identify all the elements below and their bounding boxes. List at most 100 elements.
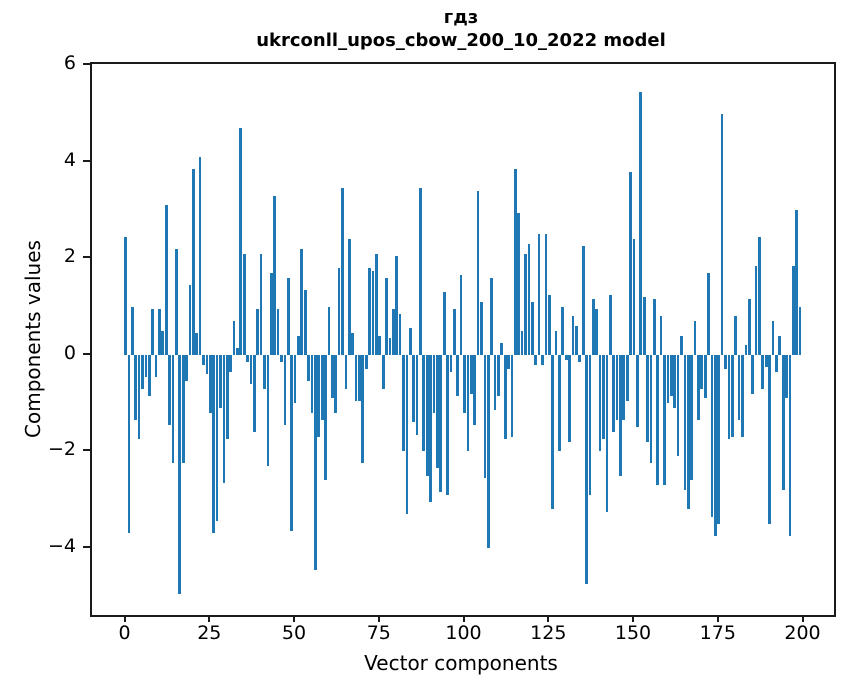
bar — [666, 354, 670, 404]
bar — [676, 354, 680, 457]
bar — [724, 354, 727, 370]
y-tick-mark — [83, 63, 90, 66]
x-tick-mark — [123, 615, 126, 622]
bar — [422, 354, 426, 452]
bar — [588, 354, 592, 495]
bar — [480, 301, 483, 355]
bar — [256, 309, 260, 355]
bar — [761, 354, 765, 389]
y-tick-mark — [83, 256, 90, 259]
bar — [544, 234, 548, 355]
bar — [358, 354, 361, 401]
bar — [195, 333, 199, 355]
bar — [530, 301, 534, 355]
bar — [263, 354, 266, 389]
bar — [554, 330, 558, 355]
bar — [775, 354, 778, 372]
bar — [585, 354, 588, 585]
bar — [283, 354, 287, 425]
bar — [151, 309, 155, 355]
bar — [398, 313, 402, 355]
bar — [581, 246, 585, 355]
bar — [337, 268, 341, 355]
bar — [347, 239, 351, 355]
bar — [758, 236, 761, 355]
bar — [436, 354, 439, 469]
bar — [412, 354, 416, 423]
bar — [795, 210, 799, 355]
x-tick-mark — [293, 615, 295, 622]
bar — [130, 306, 134, 355]
plot-area — [90, 62, 836, 617]
bar — [646, 354, 649, 442]
x-tick-label: 75 — [366, 622, 391, 644]
bar — [137, 354, 141, 440]
x-tick-label: 100 — [445, 622, 482, 644]
x-tick-mark — [632, 615, 634, 622]
bar — [249, 354, 253, 384]
bar — [524, 253, 527, 355]
bar — [466, 354, 470, 452]
bar — [639, 91, 643, 355]
bar — [771, 321, 775, 355]
bar — [493, 354, 497, 411]
bar — [717, 354, 721, 524]
x-tick-label: 125 — [530, 622, 567, 644]
bar — [202, 354, 205, 365]
x-tick-mark — [716, 615, 719, 622]
bar — [744, 345, 748, 355]
bar — [419, 188, 422, 355]
bar — [242, 253, 246, 355]
bar — [175, 248, 178, 355]
bar — [354, 354, 358, 401]
bar — [144, 354, 148, 377]
x-tick-label: 0 — [118, 622, 131, 644]
chart-title-line1: гдз — [443, 7, 479, 28]
bar — [463, 354, 466, 413]
bar — [469, 354, 473, 394]
chart-title: гдз ukrconll_upos_cbow_200_10_2022 model — [90, 6, 832, 52]
bar — [578, 354, 582, 363]
bar — [663, 354, 666, 486]
bar — [232, 321, 236, 355]
bar — [192, 169, 195, 355]
y-tick-label: 0 — [63, 341, 76, 364]
bar — [141, 354, 144, 389]
bar — [371, 270, 375, 355]
bar — [181, 354, 185, 464]
bar — [225, 354, 229, 440]
y-tick-label: −2 — [47, 438, 76, 461]
bar — [507, 354, 510, 370]
bar — [697, 354, 700, 421]
bar — [405, 354, 409, 515]
bar — [747, 299, 751, 355]
bar — [432, 354, 436, 413]
bar — [615, 354, 619, 421]
bar — [215, 354, 219, 522]
bar — [361, 354, 365, 464]
bar — [344, 354, 348, 389]
bar — [632, 239, 636, 355]
y-tick-mark — [83, 159, 90, 162]
bar — [595, 309, 599, 355]
bar — [276, 309, 280, 355]
bar — [788, 354, 792, 536]
bar — [456, 354, 460, 396]
bar — [246, 354, 249, 363]
bar — [608, 294, 612, 355]
bar — [520, 330, 524, 355]
bar — [730, 354, 734, 437]
bar — [453, 309, 456, 355]
bar — [659, 316, 663, 355]
bar — [500, 342, 504, 355]
bar — [649, 354, 653, 464]
bar — [185, 354, 188, 382]
bar — [575, 325, 578, 355]
bar — [683, 354, 687, 491]
bar — [534, 354, 538, 365]
x-tick-mark — [208, 615, 211, 622]
bar — [720, 113, 724, 355]
bar — [446, 354, 449, 495]
bar — [680, 335, 683, 355]
bar — [178, 354, 182, 594]
